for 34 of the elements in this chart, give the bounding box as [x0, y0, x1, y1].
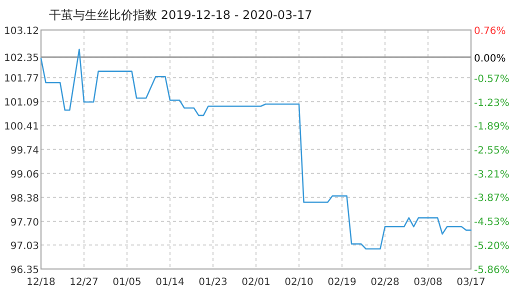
y2-tick-label: 0.76% [474, 26, 506, 37]
y2-tick-label: -3.21% [474, 169, 510, 180]
x-tick-label: 02/28 [370, 277, 400, 288]
y-tick-label: 100.41 [4, 122, 39, 133]
x-tick-label: 01/14 [156, 277, 184, 288]
y2-tick-label: -5.86% [474, 265, 510, 276]
y2-tick-label: -1.89% [474, 122, 510, 133]
x-tick-label: 02/01 [242, 277, 270, 288]
y-tick-label: 99.74 [10, 145, 39, 156]
x-tick-label: 03/17 [456, 277, 486, 288]
y-tick-label: 102.35 [4, 53, 39, 64]
y-tick-label: 99.06 [10, 169, 39, 180]
y2-tick-label: 0.00% [474, 53, 506, 64]
y2-tick-label: -0.57% [474, 74, 510, 86]
y2-tick-label: -5.20% [474, 241, 510, 252]
y-tick-label: 97.03 [10, 240, 39, 252]
x-tick-label: 02/19 [328, 277, 356, 288]
x-tick-label: 12/18 [26, 277, 56, 288]
y2-tick-label: -2.55% [474, 146, 510, 156]
y-tick-label: 97.70 [10, 217, 39, 228]
y-tick-label: 101.09 [4, 98, 39, 109]
x-tick-label: 01/05 [112, 277, 142, 288]
y2-tick-label: -3.87% [474, 193, 510, 204]
x-tick-label: 12/27 [70, 277, 98, 288]
x-tick-label: 01/23 [198, 277, 228, 288]
y2-tick-label: -1.23% [474, 98, 510, 109]
chart-title: 干茧与生丝比价指数 2019-12-18 - 2020-03-17 [49, 8, 312, 22]
y2-tick-label: -4.53% [474, 216, 510, 228]
y-tick-label: 101.77 [4, 74, 39, 85]
y-tick-label: 96.35 [10, 265, 39, 276]
y-tick-label: 103.12 [4, 26, 39, 37]
y-tick-label: 98.38 [10, 193, 39, 204]
x-tick-label: 03/08 [414, 277, 442, 288]
x-tick-label: 02/10 [284, 277, 314, 288]
